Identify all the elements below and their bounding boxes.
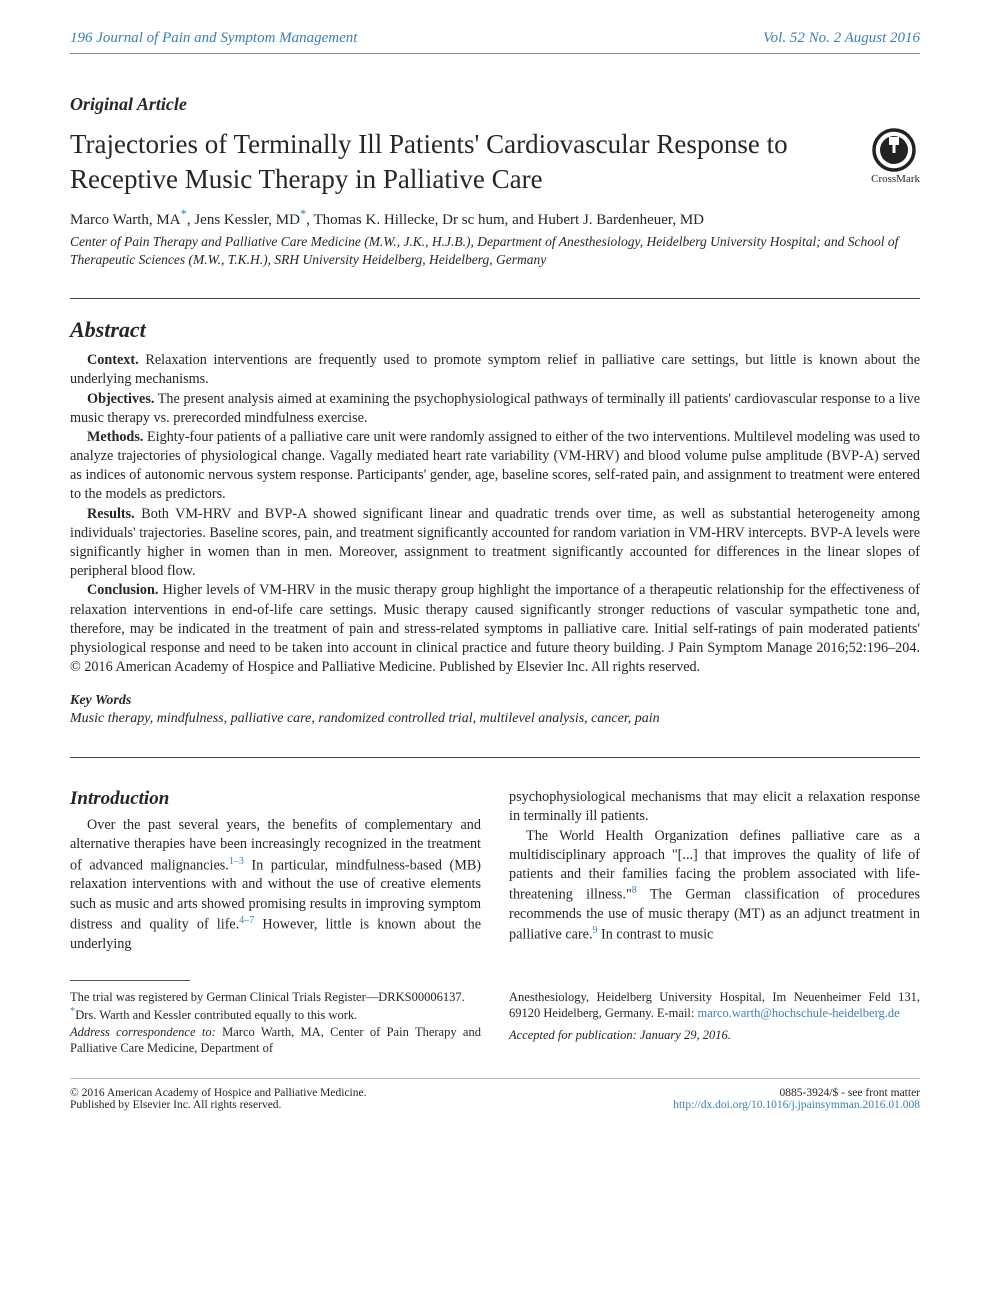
equal-contrib: *Drs. Warth and Kessler contributed equa… [70,1005,481,1023]
crossmark-label: CrossMark [871,173,920,185]
article-title: Trajectories of Terminally Ill Patients'… [70,127,851,197]
article-type: Original Article [70,94,920,115]
copyright-line-1: © 2016 American Academy of Hospice and P… [70,1087,366,1099]
copyright-line-2: Published by Elsevier Inc. All rights re… [70,1099,366,1111]
crossmark-badge[interactable]: CrossMark [871,127,920,185]
running-header: 196 Journal of Pain and Symptom Manageme… [70,30,920,47]
doi-link[interactable]: http://dx.doi.org/10.1016/j.jpainsymman.… [673,1099,920,1111]
header-left: 196 Journal of Pain and Symptom Manageme… [70,30,357,47]
affiliation: Center of Pain Therapy and Palliative Ca… [70,233,920,268]
abstract-block: Context. Relaxation interventions are fr… [70,351,920,677]
intro-heading: Introduction [70,788,481,810]
ref-4-7[interactable]: 4–7 [239,915,254,926]
keywords-text: Music therapy, mindfulness, palliative c… [70,711,920,727]
body-text: Introduction Over the past several years… [70,788,920,954]
correspondence: Address correspondence to: Marco Warth, … [70,1024,481,1057]
page-footer: © 2016 American Academy of Hospice and P… [70,1078,920,1111]
abstract-heading: Abstract [70,317,920,343]
accepted-date: Accepted for publication: January 29, 20… [509,1027,920,1043]
title-row: Trajectories of Terminally Ill Patients'… [70,127,920,197]
abstract-bottom-rule [70,757,920,758]
copyright-block: © 2016 American Academy of Hospice and P… [70,1087,366,1111]
intro-para-1: Over the past several years, the benefit… [70,816,481,954]
keywords-heading: Key Words [70,693,920,709]
trial-registration: The trial was registered by German Clini… [70,989,481,1005]
ref-1-3[interactable]: 1–3 [229,856,244,867]
header-rule [70,53,920,54]
abstract-methods: Methods. Eighty-four patients of a palli… [70,428,920,505]
abstract-top-rule [70,298,920,299]
footnote-rule [70,980,190,981]
correspondence-cont: Anesthesiology, Heidelberg University Ho… [509,989,920,1022]
contact-email[interactable]: marco.warth@hochschule-heidelberg.de [698,1006,900,1020]
intro-para-2: The World Health Organization defines pa… [509,827,920,946]
doi-block: 0885-3924/$ - see front matter http://dx… [673,1087,920,1111]
abstract-conclusion: Conclusion. Higher levels of VM-HRV in t… [70,581,920,677]
author-list: Marco Warth, MA*, Jens Kessler, MD*, Tho… [70,207,920,229]
abstract-results: Results. Both VM-HRV and BVP-A showed si… [70,505,920,582]
front-matter-line: 0885-3924/$ - see front matter [673,1087,920,1099]
header-right: Vol. 52 No. 2 August 2016 [763,30,920,47]
abstract-objectives: Objectives. The present analysis aimed a… [70,390,920,428]
intro-para-1-cont: psychophysiological mechanisms that may … [509,788,920,826]
abstract-context: Context. Relaxation interventions are fr… [70,351,920,389]
footnote-block: The trial was registered by German Clini… [70,989,920,1056]
crossmark-icon [871,127,917,173]
